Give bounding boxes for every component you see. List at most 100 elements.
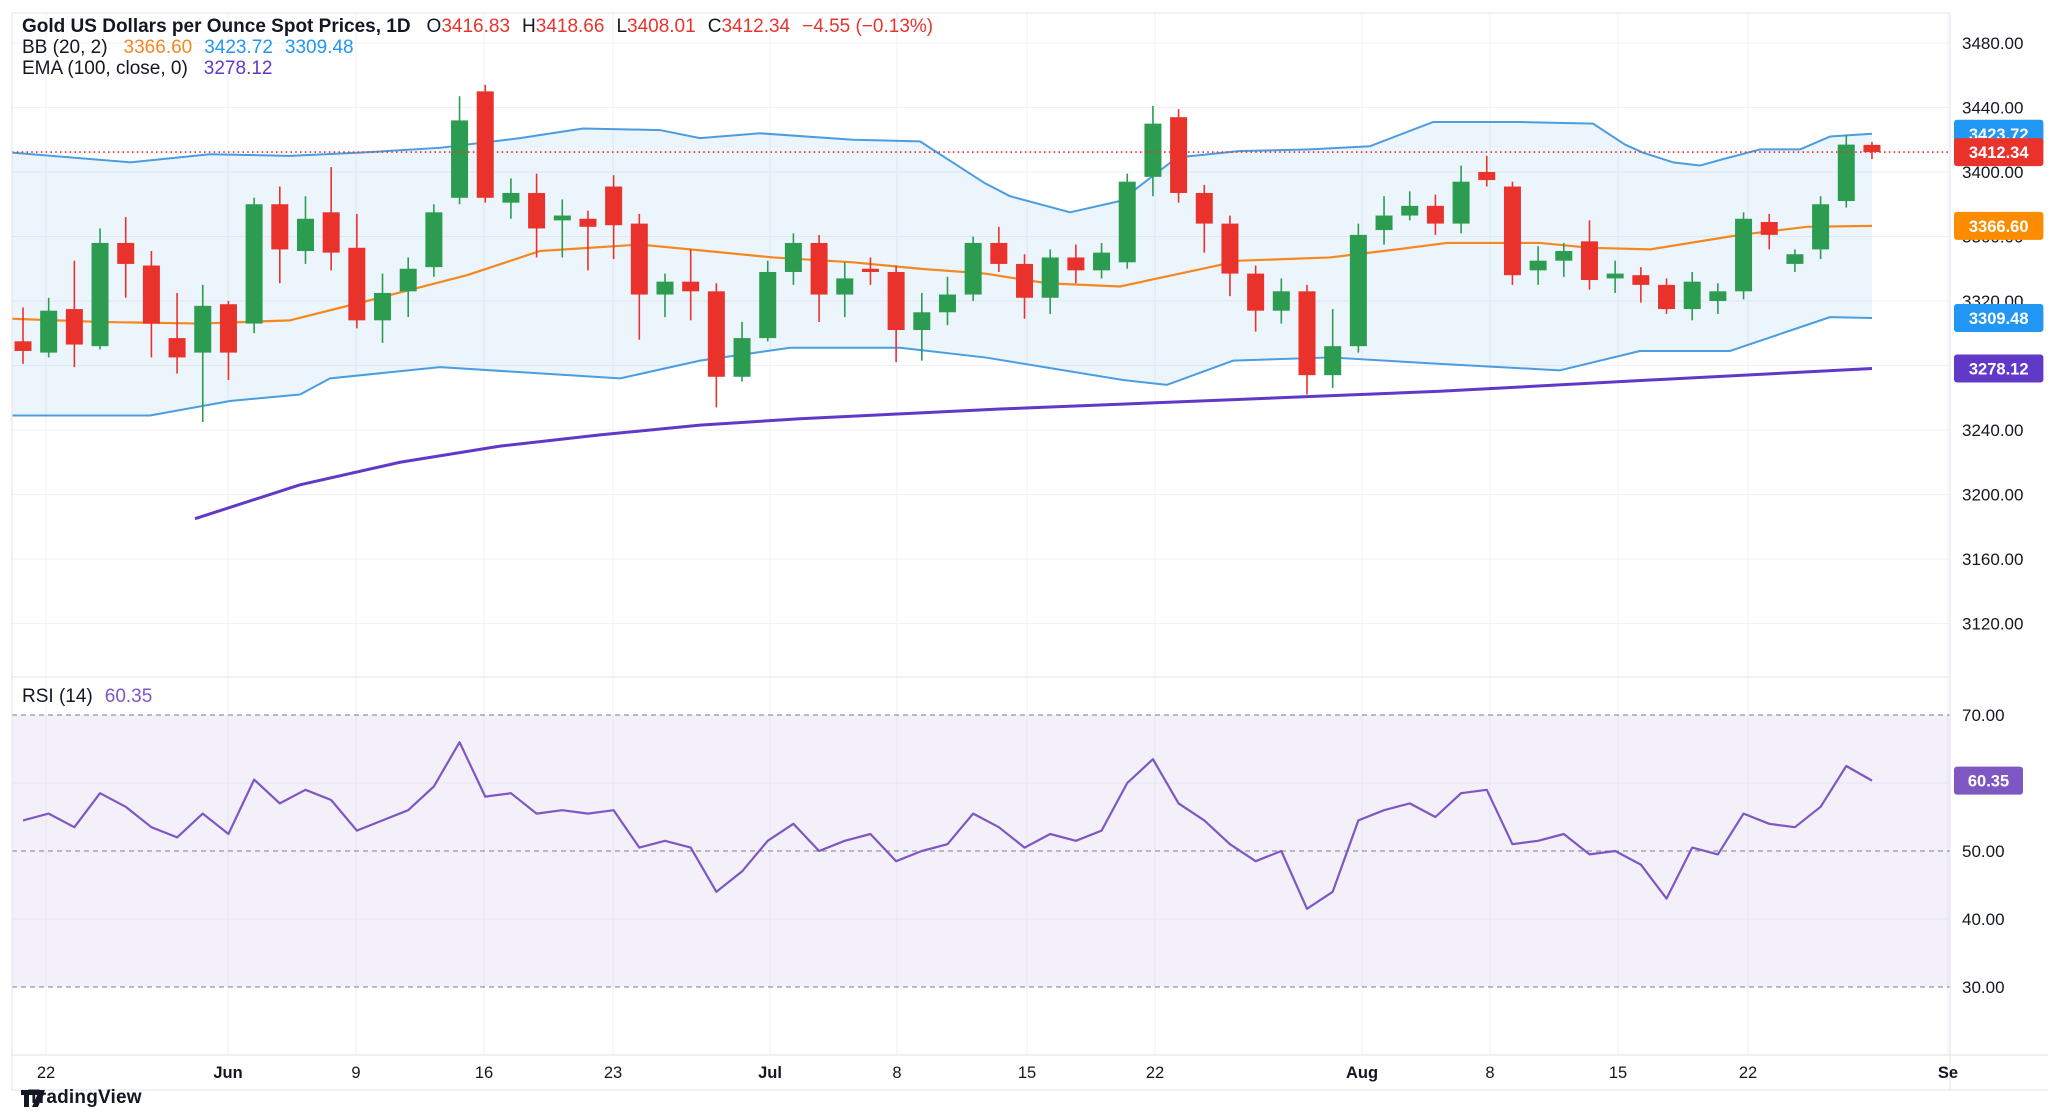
axis-price-badge: 60.35: [1954, 766, 2023, 795]
candle-body: [219, 304, 237, 353]
time-axis-label: 15: [1609, 1064, 1627, 1082]
candle-body: [887, 271, 905, 331]
candle-body: [630, 223, 648, 295]
ema-legend-row[interactable]: EMA (100, close, 0) 3278.12: [22, 58, 933, 79]
candle-body: [451, 120, 469, 198]
ema-line: [194, 367, 1873, 521]
candle-body: [1426, 205, 1444, 224]
time-axis-label: 9: [351, 1064, 360, 1082]
axis-price-badge: 3366.60: [1954, 211, 2044, 240]
candle-body: [579, 218, 597, 227]
time-axis-label: 15: [1018, 1064, 1036, 1082]
candle-body: [1709, 291, 1727, 301]
candle-body: [1555, 251, 1573, 261]
candle-body: [1093, 252, 1111, 271]
candle-body: [1247, 273, 1265, 311]
rsi-value: 60.35: [104, 686, 153, 707]
candle-body: [1272, 291, 1290, 311]
candle-body: [142, 265, 160, 324]
candle-body: [1221, 223, 1239, 274]
candle-body: [1170, 117, 1188, 193]
candle-body: [65, 309, 83, 345]
time-axis-label: 22: [37, 1064, 55, 1082]
bb-legend-row[interactable]: BB (20, 2) 3366.60 3423.72 3309.48: [22, 37, 933, 58]
price-gridlines: [12, 42, 1950, 920]
candle-body: [1760, 221, 1778, 235]
candle-body: [1195, 192, 1213, 224]
axis-price-badge: 3412.34: [1954, 138, 2044, 167]
bb-basis-value: 3366.60: [123, 37, 193, 58]
time-axis[interactable]: 22 Jun 9 16 23 Jul 8 15 22 Aug 8 15 22 Se: [37, 1064, 1958, 1082]
ema-label: EMA (100, close, 0): [22, 58, 188, 79]
candle-body: [502, 192, 520, 203]
symbol-legend-row[interactable]: Gold US Dollars per Ounce Spot Prices, 1…: [22, 16, 933, 37]
candle-body: [399, 268, 417, 292]
rsi-label: RSI (14): [22, 686, 93, 707]
candle-body: [1863, 144, 1881, 153]
main-legend: Gold US Dollars per Ounce Spot Prices, 1…: [22, 16, 933, 79]
low-label: L: [616, 16, 628, 37]
axis-price-badge: 3278.12: [1954, 354, 2044, 383]
candle-body: [1016, 263, 1034, 298]
candle-body: [1375, 215, 1393, 231]
tradingview-attribution[interactable]: TradingView: [20, 1086, 142, 1110]
candle-body: [1324, 346, 1342, 376]
candle-body: [1478, 172, 1496, 181]
candle-body: [322, 212, 340, 253]
candle-body: [938, 294, 956, 313]
candle-body: [1580, 241, 1598, 281]
high-label: H: [522, 16, 536, 37]
bb-lower-value: 3309.48: [284, 37, 354, 58]
rsi-axis-label: 50.00: [1962, 842, 2005, 861]
open-value: 3416.83: [441, 16, 511, 37]
candle-body: [296, 218, 314, 252]
candle-body: [194, 305, 212, 353]
candle-body: [707, 291, 725, 377]
time-axis-label: Se: [1938, 1064, 1958, 1082]
candle-body: [759, 271, 777, 339]
candle-body: [528, 192, 546, 229]
candlestick-series[interactable]: [14, 84, 1881, 422]
time-axis-label: Jun: [213, 1064, 242, 1082]
svg-text:3366.60: 3366.60: [1969, 218, 2029, 236]
candle-body: [1735, 218, 1753, 292]
price-axis-label: 3120.00: [1962, 615, 2023, 634]
rsi-axis-label: 40.00: [1962, 910, 2005, 929]
rsi-axis-label: 70.00: [1962, 706, 2005, 725]
candle-body: [1786, 254, 1804, 264]
candle-body: [682, 281, 700, 292]
candle-body: [1067, 257, 1085, 271]
candle-body: [1144, 123, 1162, 177]
candle-body: [117, 242, 135, 264]
candle-body: [374, 292, 392, 321]
svg-text:3278.12: 3278.12: [1969, 361, 2029, 379]
time-axis-label: 22: [1739, 1064, 1757, 1082]
candle-body: [245, 204, 263, 324]
candle-body: [784, 242, 802, 272]
time-axis-label: 8: [892, 1064, 901, 1082]
ema-value: 3278.12: [203, 58, 273, 79]
candle-body: [733, 338, 751, 377]
candle-body: [1683, 281, 1701, 310]
change-value: −4.55 (−0.13%): [802, 16, 934, 37]
symbol-title: Gold US Dollars per Ounce Spot Prices, 1…: [22, 16, 411, 37]
candle-body: [14, 341, 32, 351]
price-axis-label: 3200.00: [1962, 486, 2023, 505]
vertical-gridlines: [45, 13, 1949, 1055]
high-value: 3418.66: [535, 16, 605, 37]
price-axis-label: 3160.00: [1962, 550, 2023, 569]
candle-body: [1606, 273, 1624, 279]
axis-price-badge: 3309.48: [1954, 303, 2044, 332]
bb-lower-line: [12, 316, 1873, 417]
rsi-line: [22, 741, 1873, 910]
candle-body: [1349, 234, 1367, 347]
price-axis[interactable]: 3480.003440.003400.003360.003320.003240.…: [1954, 34, 2044, 997]
candle-body: [810, 242, 828, 295]
rsi-legend-row[interactable]: RSI (14) 60.35: [22, 686, 152, 707]
time-axis-label: 22: [1146, 1064, 1164, 1082]
tradingview-brand-text: TradingView: [28, 1087, 142, 1108]
price-axis-label: 3480.00: [1962, 34, 2023, 53]
open-label: O: [426, 16, 442, 37]
